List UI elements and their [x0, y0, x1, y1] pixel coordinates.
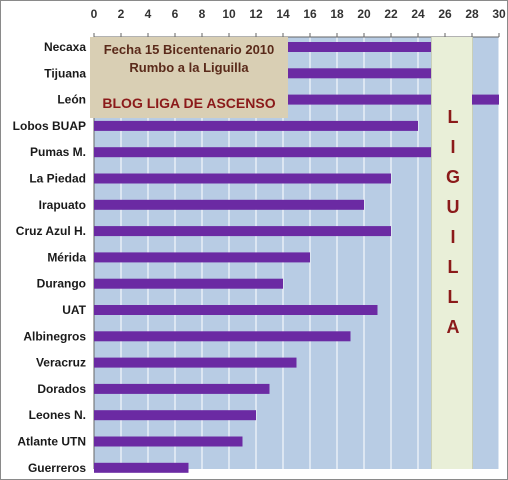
- info-box: Fecha 15 Bicentenario 2010 Rumbo a la Li…: [90, 37, 288, 118]
- x-tick-label: 8: [199, 7, 206, 21]
- info-box-line-3: BLOG LIGA DE ASCENSO: [102, 95, 276, 111]
- category-labels: Necaxa Tijuana León Lobos BUAP Pumas M. La Pi…: [13, 40, 87, 475]
- category-label: Necaxa: [44, 40, 86, 54]
- x-tick-label: 12: [249, 7, 263, 21]
- category-label: Tijuana: [44, 66, 86, 80]
- bar: [94, 357, 297, 368]
- bar: [94, 410, 256, 421]
- bar: [94, 173, 391, 184]
- category-label: Mérida: [47, 250, 86, 264]
- liguilla-letter: L: [447, 107, 459, 127]
- category-label: Durango: [37, 277, 86, 291]
- category-label: Lobos BUAP: [13, 119, 86, 133]
- category-label: Dorados: [37, 382, 86, 396]
- x-tick-label: 14: [276, 7, 290, 21]
- info-box-line-1: Fecha 15 Bicentenario 2010: [103, 42, 275, 57]
- x-tick-label: 4: [145, 7, 152, 21]
- bar: [94, 462, 189, 473]
- x-tick-label: 26: [438, 7, 452, 21]
- x-tick-label: 6: [172, 7, 179, 21]
- bar: [94, 436, 243, 447]
- x-tick-label: 10: [222, 7, 236, 21]
- category-label: Veracruz: [36, 356, 86, 370]
- category-label: Atlante UTN: [17, 435, 86, 449]
- bar: [94, 278, 283, 289]
- x-tick-label: 30: [492, 7, 506, 21]
- liguilla-letter: U: [446, 197, 460, 217]
- bar: [94, 252, 310, 263]
- x-tick-label: 18: [330, 7, 344, 21]
- bar: [94, 147, 432, 158]
- category-label: UAT: [62, 303, 86, 317]
- category-label: Guerreros: [28, 461, 86, 475]
- x-tick-label: 24: [411, 7, 425, 21]
- category-label: Irapuato: [39, 198, 86, 212]
- info-box-line-2: Rumbo a la Liguilla: [129, 60, 249, 75]
- liguilla-letter: L: [447, 257, 459, 277]
- liguilla-letter: A: [446, 317, 460, 337]
- category-label: Cruz Azul H.: [16, 224, 86, 238]
- x-tick-label: 0: [91, 7, 98, 21]
- category-label: Albinegros: [23, 329, 86, 343]
- x-tick-label: 20: [357, 7, 371, 21]
- liguilla-letter: G: [445, 167, 460, 187]
- x-tick-label: 22: [384, 7, 398, 21]
- bar: [94, 383, 270, 394]
- category-label: León: [57, 93, 86, 107]
- category-label: Leones N.: [29, 408, 86, 422]
- x-tick-label: 2: [118, 7, 125, 21]
- liguilla-letter: I: [450, 137, 456, 157]
- liguilla-letter: I: [450, 227, 456, 247]
- bar: [94, 305, 378, 315]
- category-label: La Piedad: [29, 172, 86, 186]
- x-tick-label: 16: [303, 7, 317, 21]
- bar: [94, 120, 418, 131]
- category-label: Pumas M.: [30, 145, 86, 159]
- bar: [94, 331, 351, 342]
- liguilla-letter: L: [447, 287, 459, 307]
- x-tick-label: 28: [465, 7, 479, 21]
- bar: [94, 226, 391, 237]
- bar: [94, 199, 364, 210]
